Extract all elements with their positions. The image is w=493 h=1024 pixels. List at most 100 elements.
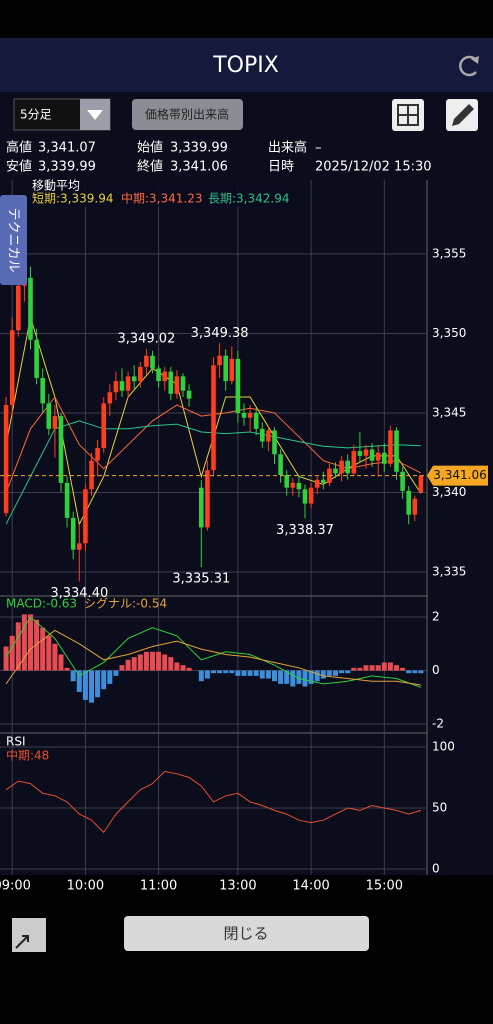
macd-bar — [95, 670, 101, 698]
candle-body — [144, 355, 149, 367]
info: 高値 3,341.07 始値 3,339.99 出来高 – 安値 3,339.9… — [6, 140, 432, 175]
layout-glyph — [397, 104, 419, 126]
macd-bar — [211, 670, 216, 674]
macd-bar — [418, 670, 424, 674]
macd-bar — [247, 670, 253, 676]
y-tick-label: 3,335 — [432, 564, 466, 578]
y-tick-label: 0 — [432, 663, 440, 677]
macd-bar — [125, 659, 131, 671]
price-annotation: 3,338.37 — [276, 523, 334, 538]
macd-bar — [9, 635, 15, 671]
y-tick-label: 100 — [432, 739, 455, 753]
header — [0, 38, 493, 92]
legend-entry: シグナル:-0.54 — [84, 597, 167, 611]
legend-entry: 中期:3,341.23 — [121, 191, 202, 206]
macd-bar — [369, 665, 375, 671]
candle-body — [186, 390, 192, 399]
macd-bar — [174, 662, 180, 671]
macd-bar — [137, 654, 143, 671]
y-tick-label: 50 — [432, 800, 447, 814]
macd-bar — [253, 670, 259, 676]
candle-body — [95, 447, 100, 461]
candle-body — [241, 412, 247, 418]
macd-bar — [387, 662, 393, 671]
close-button[interactable] — [124, 916, 369, 951]
technical-tab[interactable] — [0, 195, 27, 285]
candle-body — [46, 403, 52, 429]
macd-bar — [143, 651, 149, 671]
macd-bar — [290, 670, 296, 687]
candle-body — [308, 487, 314, 504]
macd-bar — [113, 670, 119, 676]
back-glyph — [15, 935, 29, 949]
info-value: 3,341.07 — [38, 141, 96, 156]
candle-body — [418, 475, 424, 493]
y-tick-label: 3,340 — [432, 485, 466, 499]
x-tick-label: 09:00 — [0, 879, 31, 894]
macd-bar — [333, 670, 338, 676]
draw-button[interactable] — [446, 99, 478, 131]
candle-body — [217, 355, 222, 366]
refresh-arc — [459, 55, 477, 77]
candle-body — [40, 377, 45, 404]
candle-body — [351, 451, 357, 474]
price-annotation: 3,335.31 — [172, 572, 230, 587]
macd-bar — [351, 667, 357, 671]
back-icon[interactable] — [12, 918, 46, 952]
layout-button[interactable] — [392, 99, 424, 131]
y-tick-label: -2 — [432, 716, 444, 730]
candle-body — [28, 277, 33, 340]
macd-bar — [40, 627, 46, 671]
rsi-line — [5, 770, 422, 834]
info-key: 終値 — [137, 159, 163, 175]
candle-body — [34, 339, 39, 378]
x-tick-label: 14:00 — [292, 879, 329, 894]
title: TOPIX — [212, 53, 279, 78]
macd-bar — [357, 667, 363, 671]
candle-body — [314, 479, 320, 488]
candle-body — [3, 404, 9, 514]
refresh-icon[interactable] — [459, 55, 479, 77]
macd-bar — [119, 665, 125, 671]
legend-title: RSI — [6, 735, 26, 749]
candle-body — [272, 430, 277, 455]
macd-bar — [320, 670, 326, 679]
macd-bar — [150, 651, 155, 671]
macd-bar — [3, 646, 9, 671]
candle-body — [113, 381, 119, 393]
candle-body — [400, 471, 405, 491]
candle-body — [199, 487, 204, 528]
macd-bar — [406, 670, 412, 674]
macd-bar — [259, 670, 265, 679]
x-tick-label: 10:00 — [67, 879, 104, 894]
pencil-glyph — [452, 104, 474, 126]
candle-body — [321, 479, 326, 483]
legend-entry: 中期:48 — [6, 748, 49, 763]
macd-bar — [394, 665, 399, 671]
macd-line — [5, 629, 421, 686]
candle-body — [260, 428, 265, 442]
legend-entry: 短期:3,339.94 — [32, 192, 113, 206]
legend-title: 移動平均 — [32, 179, 80, 193]
macd-bar — [21, 614, 27, 671]
volume-profile-label: 価格帯別出来高 — [145, 107, 229, 122]
candle-body — [180, 376, 186, 391]
chart-bg — [0, 92, 493, 875]
candle-body — [168, 371, 174, 394]
candle-body — [131, 376, 137, 382]
candle-body — [345, 460, 350, 474]
candle-body — [211, 365, 216, 471]
info-key: 日時 — [268, 160, 294, 175]
candle-body — [382, 452, 387, 464]
x-tick-label: 13:00 — [219, 879, 256, 894]
candle-body — [89, 460, 94, 490]
volume-profile-button[interactable] — [132, 99, 243, 130]
y-tick-label: 3,345 — [432, 405, 466, 419]
candle-body — [64, 482, 70, 518]
candle-body — [235, 358, 241, 413]
macd-bar — [284, 670, 290, 684]
status-bar — [0, 0, 493, 38]
candle-body — [70, 517, 76, 550]
macd-bar — [235, 670, 241, 676]
